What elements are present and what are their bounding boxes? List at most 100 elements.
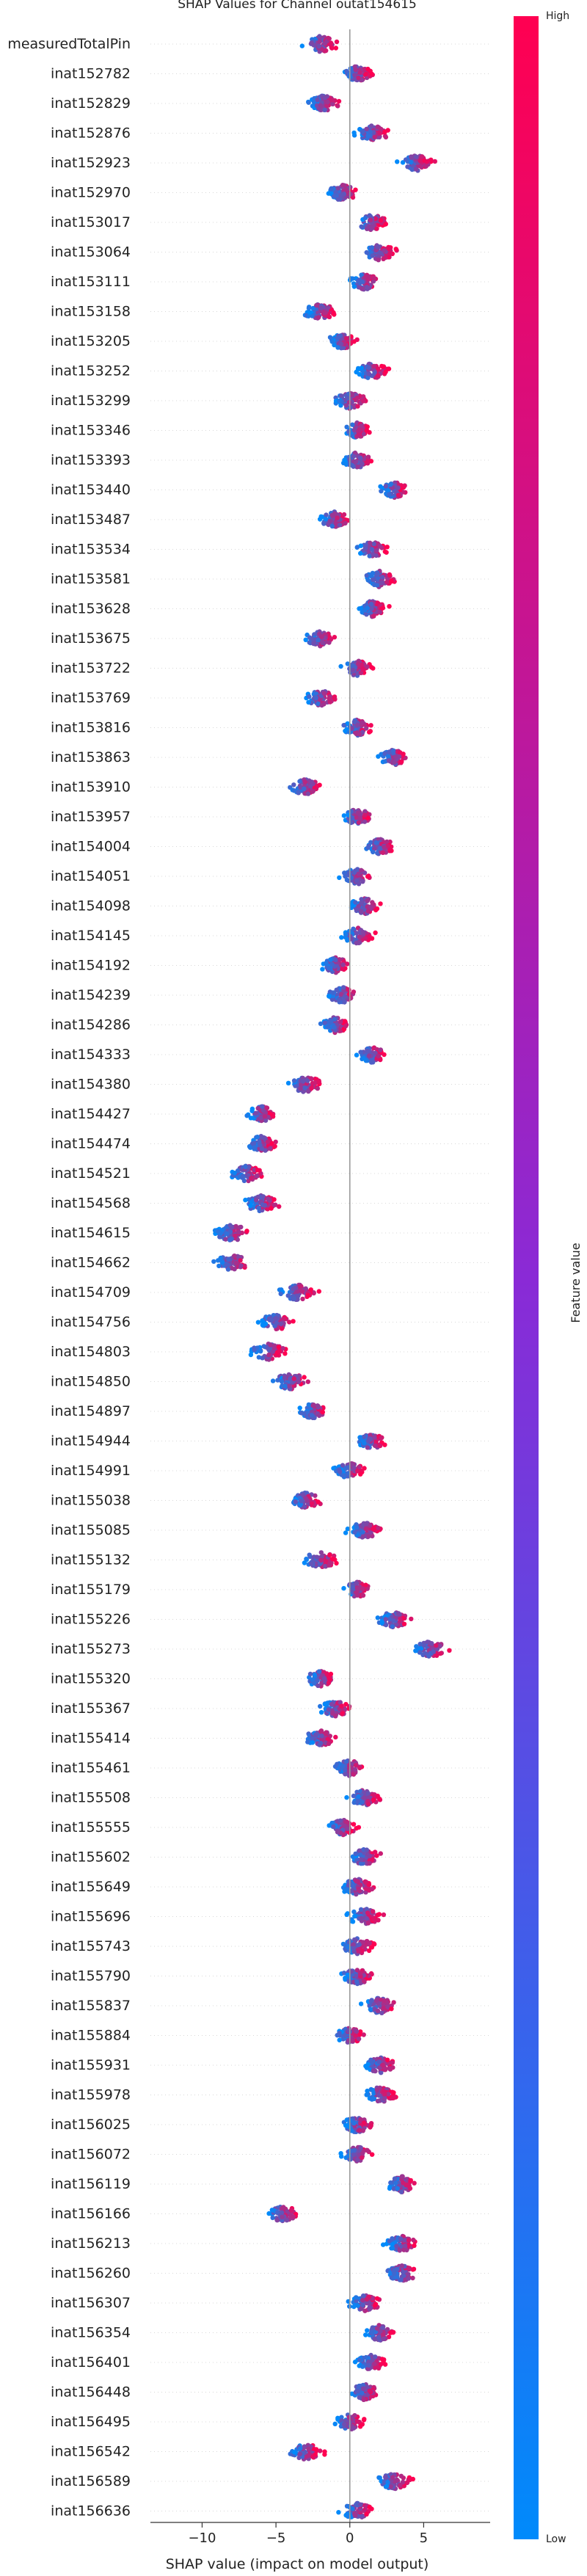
shap-point: [356, 2036, 362, 2042]
shap-point: [313, 1732, 318, 1737]
shap-point: [390, 2060, 395, 2065]
shap-point: [359, 365, 365, 371]
feature-label: inat154474: [51, 1136, 131, 1152]
shap-point: [352, 1767, 358, 1772]
shap-point: [343, 728, 348, 734]
shap-point: [224, 1231, 230, 1237]
shap-point: [332, 342, 337, 348]
shap-point: [345, 961, 350, 967]
shap-point: [350, 422, 355, 427]
shap-point: [356, 1824, 362, 1830]
shap-point: [360, 1940, 366, 1945]
shap-point: [291, 1296, 296, 1301]
feature-label: inat156495: [51, 2414, 131, 2430]
shap-point: [324, 960, 329, 966]
shap-point: [282, 1383, 288, 1389]
shap-point: [365, 1921, 371, 1926]
shap-point: [223, 1237, 228, 1242]
shap-point: [216, 1263, 222, 1269]
shap-point: [236, 1229, 241, 1235]
shap-point: [368, 129, 373, 134]
shap-point: [303, 637, 308, 642]
shap-point: [330, 1711, 335, 1716]
shap-point: [365, 1791, 371, 1796]
shap-point: [351, 1946, 356, 1951]
shap-point: [351, 284, 357, 289]
shap-point: [300, 1296, 305, 1302]
shap-point: [372, 2068, 377, 2073]
feature-label: inat155649: [51, 1879, 131, 1895]
shap-point: [346, 1979, 351, 1984]
shap-point: [326, 965, 332, 971]
shap-point: [398, 1616, 403, 1622]
shap-point: [340, 1463, 346, 1468]
shap-point: [357, 455, 362, 461]
shap-point: [309, 779, 314, 785]
feature-label: inat156213: [51, 2235, 131, 2252]
feature-label: inat154944: [51, 1433, 131, 1449]
shap-point: [314, 1554, 319, 1560]
shap-point: [382, 255, 388, 261]
shap-point: [274, 1320, 280, 1325]
shap-point: [390, 1624, 395, 1629]
shap-point: [362, 812, 368, 818]
shap-point: [356, 820, 362, 825]
shap-point: [322, 1020, 327, 1025]
shap-point: [393, 247, 398, 252]
shap-point: [322, 107, 327, 112]
shap-point: [305, 791, 311, 796]
shap-point: [377, 609, 382, 615]
shap-point: [338, 341, 343, 346]
shap-point: [371, 1797, 376, 1802]
shap-point: [351, 1822, 357, 1827]
shap-point: [370, 900, 375, 905]
shap-point: [365, 1910, 371, 1915]
shap-point: [238, 1263, 244, 1268]
shap-point: [260, 1104, 265, 1109]
shap-point: [377, 543, 382, 549]
shap-point: [351, 926, 356, 931]
shap-point: [359, 461, 365, 466]
shap-point: [344, 424, 349, 429]
shap-point: [366, 1053, 372, 1058]
shap-point: [368, 1998, 373, 2004]
shap-point: [368, 459, 374, 464]
shap-point: [305, 1078, 310, 1083]
shap-point: [361, 1441, 367, 1446]
shap-point: [306, 100, 311, 105]
shap-point: [350, 1584, 355, 1590]
shap-point: [379, 489, 384, 494]
shap-point: [248, 1352, 254, 1358]
shap-point: [308, 1561, 314, 1566]
shap-point: [269, 1317, 274, 1323]
shap-point: [360, 1586, 365, 1591]
shap-point: [387, 251, 393, 256]
shap-point: [355, 404, 360, 409]
shap-point: [329, 1019, 334, 1025]
shap-point: [372, 134, 378, 139]
shap-point: [335, 103, 340, 109]
shap-point: [437, 1643, 442, 1649]
shap-point: [364, 573, 369, 578]
shap-point: [336, 98, 342, 104]
feature-label: inat154568: [51, 1196, 131, 1212]
shap-point: [327, 640, 332, 645]
feature-label: inat154286: [51, 1017, 131, 1033]
shap-point: [329, 1701, 335, 1707]
shap-point: [351, 427, 357, 433]
shap-point: [226, 1256, 231, 1262]
shap-point: [340, 183, 346, 188]
shap-point: [317, 517, 323, 522]
shap-point: [359, 909, 364, 914]
shap-point: [359, 900, 364, 906]
shap-point: [316, 1499, 321, 1505]
shap-point: [279, 1379, 285, 1384]
shap-point: [330, 98, 335, 103]
feature-label: inat156072: [51, 2147, 131, 2163]
feature-label: inat155884: [51, 2028, 131, 2044]
shap-point: [357, 934, 362, 939]
shap-point: [329, 186, 334, 191]
shap-point: [302, 1504, 307, 1510]
shap-point: [359, 867, 364, 873]
shap-point: [379, 580, 385, 586]
